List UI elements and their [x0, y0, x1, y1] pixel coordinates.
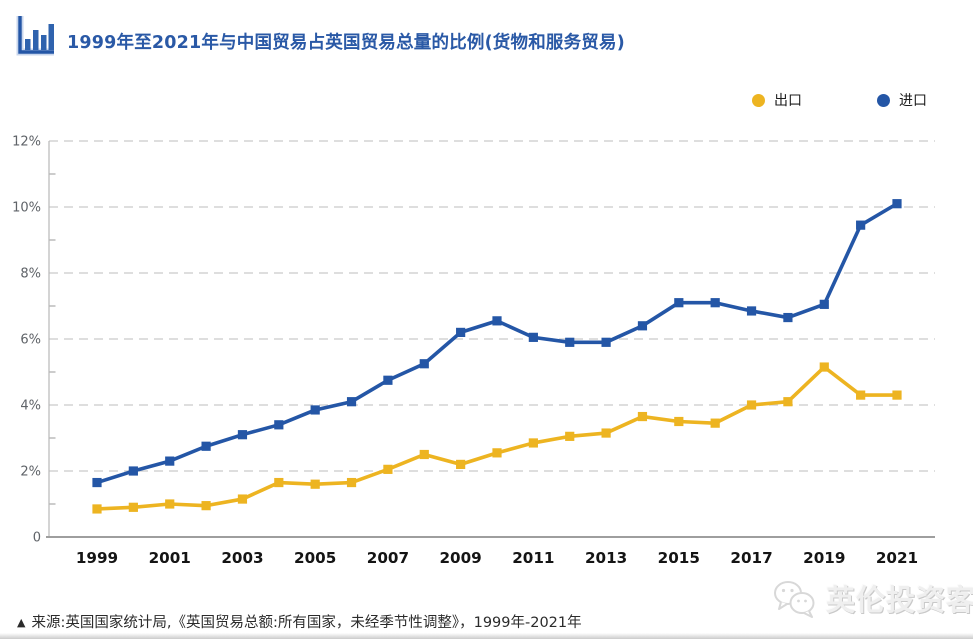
- export-marker: [383, 464, 393, 474]
- x-tick-label: 2001: [149, 549, 191, 567]
- y-tick-label: 2%: [20, 465, 41, 480]
- import-marker: [710, 298, 720, 308]
- x-tick-label: 2005: [294, 549, 336, 567]
- export-marker: [674, 416, 684, 427]
- legend-item-import: 进口: [877, 92, 927, 109]
- import-marker: [856, 220, 866, 230]
- import-marker: [783, 312, 793, 323]
- export-marker: [92, 504, 102, 514]
- bar-chart-icon: [16, 16, 54, 56]
- x-tick-label: 2007: [367, 549, 409, 567]
- import-line: [95, 201, 899, 485]
- bottom-edge-strip: [0, 633, 973, 639]
- export-marker: [274, 477, 284, 488]
- export-marker: [165, 499, 175, 509]
- export-marker: [310, 479, 320, 489]
- export-marker: [128, 502, 138, 512]
- x-tick-label: 2015: [658, 549, 700, 567]
- watermark-text: 英伦投资客: [826, 583, 973, 617]
- import-marker: [165, 456, 175, 466]
- export-marker: [492, 448, 502, 458]
- import-marker: [92, 477, 102, 488]
- export-marker: [856, 390, 866, 400]
- source-note: ▲ 来源:英国国家统计局,《英国贸易总额:所有国家，未经季节性调整》，1999年-…: [17, 611, 582, 632]
- export-marker: [601, 428, 611, 438]
- y-tick-label: 10%: [12, 201, 41, 216]
- export-marker: [565, 431, 575, 441]
- legend-swatch-export: [752, 93, 765, 107]
- x-tick-label: 2017: [730, 549, 772, 567]
- import-marker: [492, 316, 502, 326]
- export-marker: [710, 418, 720, 428]
- export-marker: [819, 362, 829, 372]
- x-tick-label: 2019: [803, 549, 845, 567]
- import-marker: [274, 420, 284, 430]
- wechat-icon: [774, 581, 815, 618]
- line-chart: 0 2% 4% 6% 8% 10% 12% 1999 2001 2003 2005 2007 2009 2…: [12, 135, 935, 567]
- export-marker: [746, 400, 757, 410]
- x-tick-label: 1999: [76, 549, 118, 567]
- y-tick-label: 0: [33, 531, 41, 546]
- y-tick-label: 8%: [20, 267, 41, 282]
- x-tick-label: 2011: [512, 549, 554, 567]
- source-text: 来源:英国国家统计局,《英国贸易总额:所有国家，未经季节性调整》，1999年-2…: [31, 615, 582, 631]
- import-marker: [310, 405, 320, 415]
- import-marker: [674, 298, 684, 308]
- import-marker: [601, 337, 611, 347]
- import-marker: [128, 466, 138, 476]
- legend-item-export: 出口: [752, 92, 802, 109]
- y-tick-label: 4%: [20, 399, 41, 414]
- import-marker: [637, 321, 648, 331]
- legend-swatch-import: [877, 93, 890, 107]
- import-marker: [346, 397, 357, 407]
- export-marker: [892, 390, 902, 400]
- export-marker: [456, 459, 466, 469]
- export-marker: [637, 411, 648, 422]
- y-tick-label: 6%: [20, 333, 41, 348]
- import-marker: [383, 375, 393, 385]
- x-tick-label: 2003: [221, 549, 263, 567]
- x-tick-label: 2009: [439, 549, 481, 567]
- import-marker: [892, 199, 902, 209]
- import-marker: [237, 430, 248, 440]
- triangle-marker: ▲: [17, 616, 26, 629]
- page-title: 1999年至2021年与中国贸易占英国贸易总量的比例(货物和服务贸易): [67, 33, 625, 53]
- x-tick-label: 2013: [585, 549, 627, 567]
- import-marker: [528, 332, 538, 342]
- x-tick-label: 2021: [876, 549, 918, 567]
- import-marker: [565, 337, 575, 347]
- import-marker: [746, 306, 757, 316]
- export-marker: [237, 494, 248, 504]
- y-tick-label: 12%: [12, 135, 41, 150]
- export-line: [95, 365, 899, 511]
- legend-label-export: 出口: [774, 93, 802, 109]
- legend-label-import: 进口: [899, 93, 927, 109]
- export-marker: [528, 438, 538, 448]
- import-marker: [819, 299, 829, 309]
- export-marker: [419, 449, 429, 460]
- import-marker: [456, 327, 466, 337]
- export-marker: [783, 397, 793, 407]
- export-marker: [346, 477, 357, 488]
- import-marker: [419, 359, 429, 369]
- watermark: 英伦投资客: [772, 577, 973, 619]
- import-marker: [201, 441, 211, 451]
- export-marker: [201, 501, 211, 511]
